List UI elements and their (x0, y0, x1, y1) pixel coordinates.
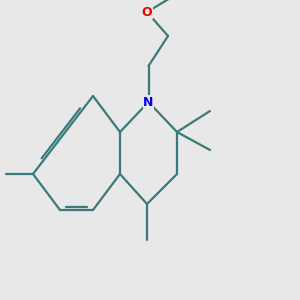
Text: N: N (143, 95, 154, 109)
Text: O: O (142, 5, 152, 19)
